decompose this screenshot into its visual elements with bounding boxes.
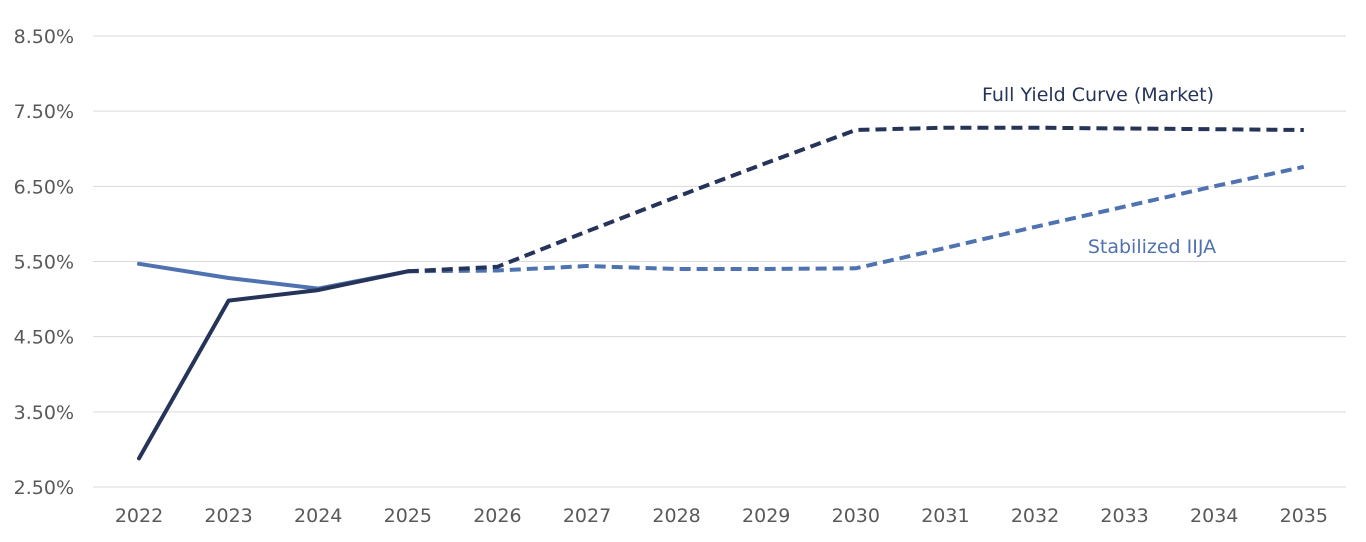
y-tick-label: 7.50%: [14, 101, 74, 123]
series-line-dashed-0: [407, 125, 1304, 274]
x-tick-label: 2028: [652, 505, 700, 527]
y-tick-label: 5.50%: [14, 252, 74, 274]
y-tick-label: 2.50%: [14, 477, 74, 499]
x-tick-label: 2029: [742, 505, 790, 527]
x-tick-label: 2023: [204, 505, 252, 527]
y-axis-ticks: 2.50% 3.50% 4.50% 5.50% 6.50% 7.50% 8.50%: [14, 26, 74, 499]
x-tick-label: 2034: [1190, 505, 1238, 527]
y-tick-label: 8.50%: [14, 26, 74, 48]
x-tick-label: 2035: [1280, 505, 1328, 527]
series-line-solid-0: [137, 269, 410, 461]
x-axis-ticks: 2022 2023 2024 2025 2026 2027 2028 2029 2030 2031…: [115, 505, 1328, 527]
x-tick-label: 2022: [115, 505, 163, 527]
series-label-full-yield-curve: Full Yield Curve (Market): [982, 84, 1214, 106]
series-line-solid-1: [137, 261, 410, 291]
x-tick-label: 2032: [1011, 505, 1059, 527]
series-label-stabilized-iija: Stabilized IIJA: [1088, 236, 1216, 258]
series-lines: [137, 125, 1305, 461]
series-line-dashed-1: [407, 164, 1305, 274]
x-tick-label: 2025: [384, 505, 432, 527]
y-tick-label: 3.50%: [14, 402, 74, 424]
x-tick-label: 2033: [1100, 505, 1148, 527]
x-tick-label: 2024: [294, 505, 342, 527]
x-tick-label: 2030: [832, 505, 880, 527]
y-tick-label: 4.50%: [14, 327, 74, 349]
x-tick-label: 2031: [921, 505, 969, 527]
x-tick-label: 2026: [473, 505, 521, 527]
y-tick-label: 6.50%: [14, 176, 74, 198]
x-tick-label: 2027: [563, 505, 611, 527]
gridlines: [93, 35, 1346, 488]
